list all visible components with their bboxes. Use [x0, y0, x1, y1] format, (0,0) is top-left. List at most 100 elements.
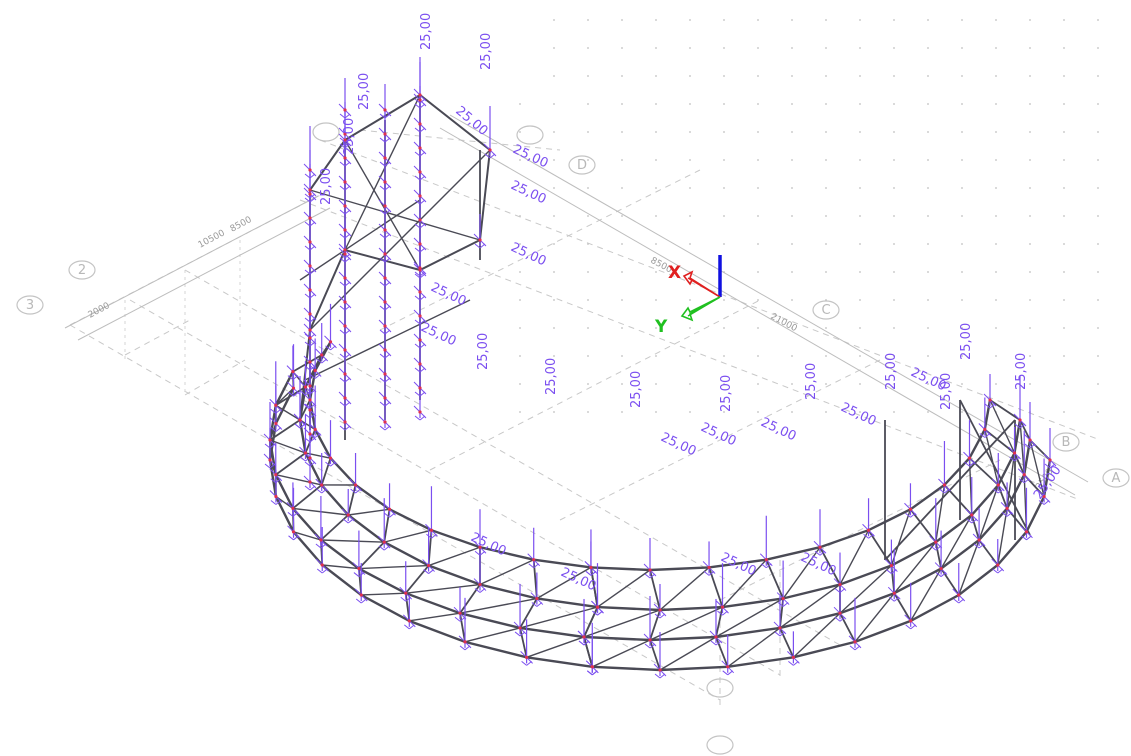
truss-node: [983, 427, 987, 432]
load-arrow-head: [270, 500, 277, 505]
truss-node: [308, 432, 312, 436]
truss-node: [308, 264, 312, 268]
truss-node: [383, 252, 387, 256]
truss-node: [977, 538, 981, 542]
grid-dot: [1097, 19, 1099, 21]
grid-dot: [927, 383, 929, 385]
grid-dot: [927, 355, 929, 357]
grid-dot: [553, 75, 555, 77]
load-arrows[interactable]: [263, 57, 1057, 679]
truss-node: [1005, 506, 1009, 511]
web-member: [978, 539, 999, 566]
truss-node: [426, 563, 431, 568]
load-arrow-head: [309, 461, 316, 467]
grid-dot: [893, 355, 895, 357]
grid-dot: [757, 411, 759, 413]
grid-dot: [961, 103, 963, 105]
grid-dot: [961, 383, 963, 385]
truss-node: [383, 348, 387, 352]
load-arrow-head: [304, 389, 311, 395]
grid-dot: [995, 271, 997, 273]
grid-dot: [859, 355, 861, 357]
load-arrow-head: [1009, 456, 1015, 462]
load-arrow-head: [293, 391, 299, 397]
load-arrow-head: [1044, 463, 1051, 469]
grid-dot: [689, 103, 691, 105]
load-value-label: 25,00: [510, 142, 550, 171]
truss-node: [343, 132, 347, 136]
load-arrow-head: [819, 550, 826, 556]
load-arrow-head: [997, 568, 1004, 574]
load-arrow-head: [379, 257, 386, 263]
grid-dot: [757, 103, 759, 105]
grid-dot: [689, 355, 691, 357]
gridline: [559, 359, 881, 521]
load-arrow-head: [935, 572, 942, 577]
load-arrow-head: [984, 433, 991, 438]
diagonal-member: [275, 387, 295, 406]
truss-node: [407, 619, 411, 623]
load-arrow-head: [997, 488, 1004, 494]
truss-node: [268, 438, 272, 442]
grid-dot: [655, 215, 657, 217]
grid-dot: [893, 271, 895, 273]
truss-members[interactable]: [268, 93, 1052, 672]
grid-dot: [655, 327, 657, 329]
load-arrow-head: [384, 233, 391, 239]
truss-node: [1024, 530, 1029, 534]
grid-dot: [1063, 215, 1065, 217]
grid-dot: [587, 355, 589, 357]
truss-node: [343, 180, 347, 184]
load-arrow-head: [344, 143, 351, 149]
load-arrow-head: [464, 645, 471, 651]
load-arrow-head: [973, 543, 980, 549]
load-arrow-head: [777, 602, 784, 607]
grid-dot: [1063, 75, 1065, 77]
load-arrow-head: [347, 518, 354, 524]
grid-dot: [859, 271, 861, 273]
load-arrow-head: [659, 613, 666, 619]
load-arrow-head: [344, 161, 351, 167]
truss-nodes[interactable]: [268, 93, 1052, 672]
load-arrow-head: [1014, 456, 1020, 462]
grid-dot: [587, 103, 589, 105]
tower-brace: [309, 149, 491, 331]
gridline: [184, 269, 841, 646]
dimension-label: 2000: [87, 301, 112, 321]
truss-node: [328, 340, 333, 344]
load-arrow-head: [383, 545, 390, 551]
load-arrow-head: [304, 197, 311, 203]
load-arrow-head: [419, 367, 426, 373]
load-arrow-head: [414, 223, 421, 229]
tower-brace: [304, 299, 471, 381]
load-value-label: 25,00: [838, 400, 878, 429]
load-arrow-head: [309, 365, 316, 371]
load-arrow-head: [379, 137, 386, 143]
web-member: [989, 399, 1021, 421]
web-member: [893, 592, 912, 622]
truss-node: [346, 513, 350, 517]
truss-node: [518, 626, 522, 630]
grid-dot: [893, 243, 895, 245]
load-arrow-head: [270, 478, 277, 484]
diagonal-member: [459, 597, 538, 614]
truss-node: [308, 188, 312, 192]
load-arrow-head: [431, 533, 437, 539]
grid-dot: [859, 327, 861, 329]
load-arrow-head: [384, 185, 391, 191]
load-arrow-head: [269, 463, 276, 469]
grid-dot: [927, 411, 929, 413]
load-arrow-head: [309, 173, 316, 179]
grid-dot: [723, 327, 725, 329]
load-arrow-head: [969, 461, 975, 467]
load-arrow-head: [304, 413, 311, 419]
grid-dot: [689, 243, 691, 245]
grid-dot: [825, 75, 827, 77]
grid-dot: [655, 383, 657, 385]
load-arrow-head: [344, 209, 351, 215]
diagonal-member: [275, 495, 294, 509]
load-arrow-head: [325, 345, 331, 351]
grid-dot: [519, 271, 521, 273]
